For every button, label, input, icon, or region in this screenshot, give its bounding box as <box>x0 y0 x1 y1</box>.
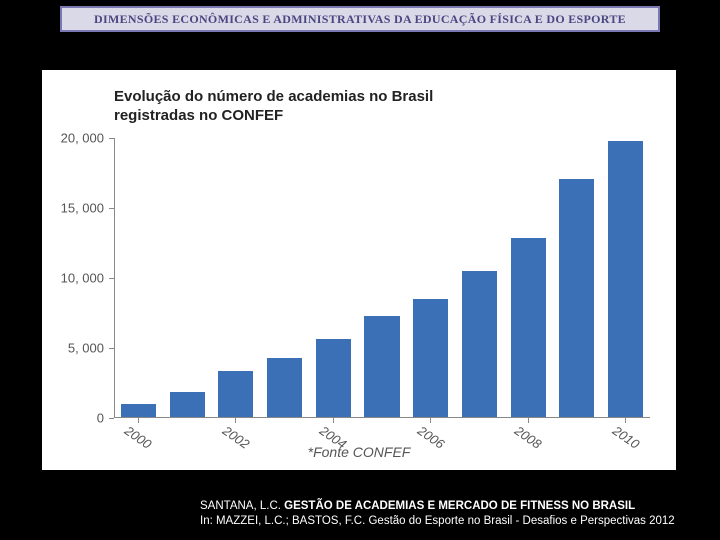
citation-line1-prefix: SANTANA, L.C. <box>200 500 284 512</box>
citation-line1-bold: GESTÃO DE ACADEMIAS E MERCADO DE FITNESS… <box>284 500 635 512</box>
x-axis-line <box>114 417 650 418</box>
bar <box>559 179 594 417</box>
y-tick-label: 15, 000 <box>61 201 114 216</box>
page-header-banner: DIMENSÕES ECONÔMICAS E ADMINISTRATIVAS D… <box>60 6 660 32</box>
chart-title: Evolução do número de academias no Brasi… <box>114 88 433 126</box>
citation-line2: In: MAZZEI, L.C.; BASTOS, F.C. Gestão do… <box>200 515 675 527</box>
bar <box>511 238 546 417</box>
bar <box>316 339 351 417</box>
y-tick-label: 10, 000 <box>61 271 114 286</box>
y-axis-line <box>114 138 115 418</box>
y-tick-label: 5, 000 <box>68 341 114 356</box>
bar <box>218 371 253 417</box>
y-tick-label: 0 <box>97 411 114 426</box>
bar <box>608 141 643 417</box>
bar <box>121 404 156 417</box>
bar <box>364 316 399 417</box>
citation-footer: SANTANA, L.C. GESTÃO DE ACADEMIAS E MERC… <box>200 499 690 528</box>
bar <box>462 271 497 417</box>
bar <box>413 299 448 417</box>
bar <box>267 358 302 417</box>
chart-card: Evolução do número de academias no Brasi… <box>42 70 676 470</box>
bar-chart-plot: 05, 00010, 00015, 00020, 000200020022004… <box>114 138 650 418</box>
chart-title-line2: registradas no CONFEF <box>114 107 283 124</box>
chart-source-note: *Fonte CONFEF <box>42 444 676 460</box>
page-header-title: DIMENSÕES ECONÔMICAS E ADMINISTRATIVAS D… <box>94 12 626 27</box>
chart-title-line1: Evolução do número de academias no Brasi… <box>114 88 433 105</box>
y-tick-label: 20, 000 <box>61 131 114 146</box>
bar <box>170 392 205 417</box>
